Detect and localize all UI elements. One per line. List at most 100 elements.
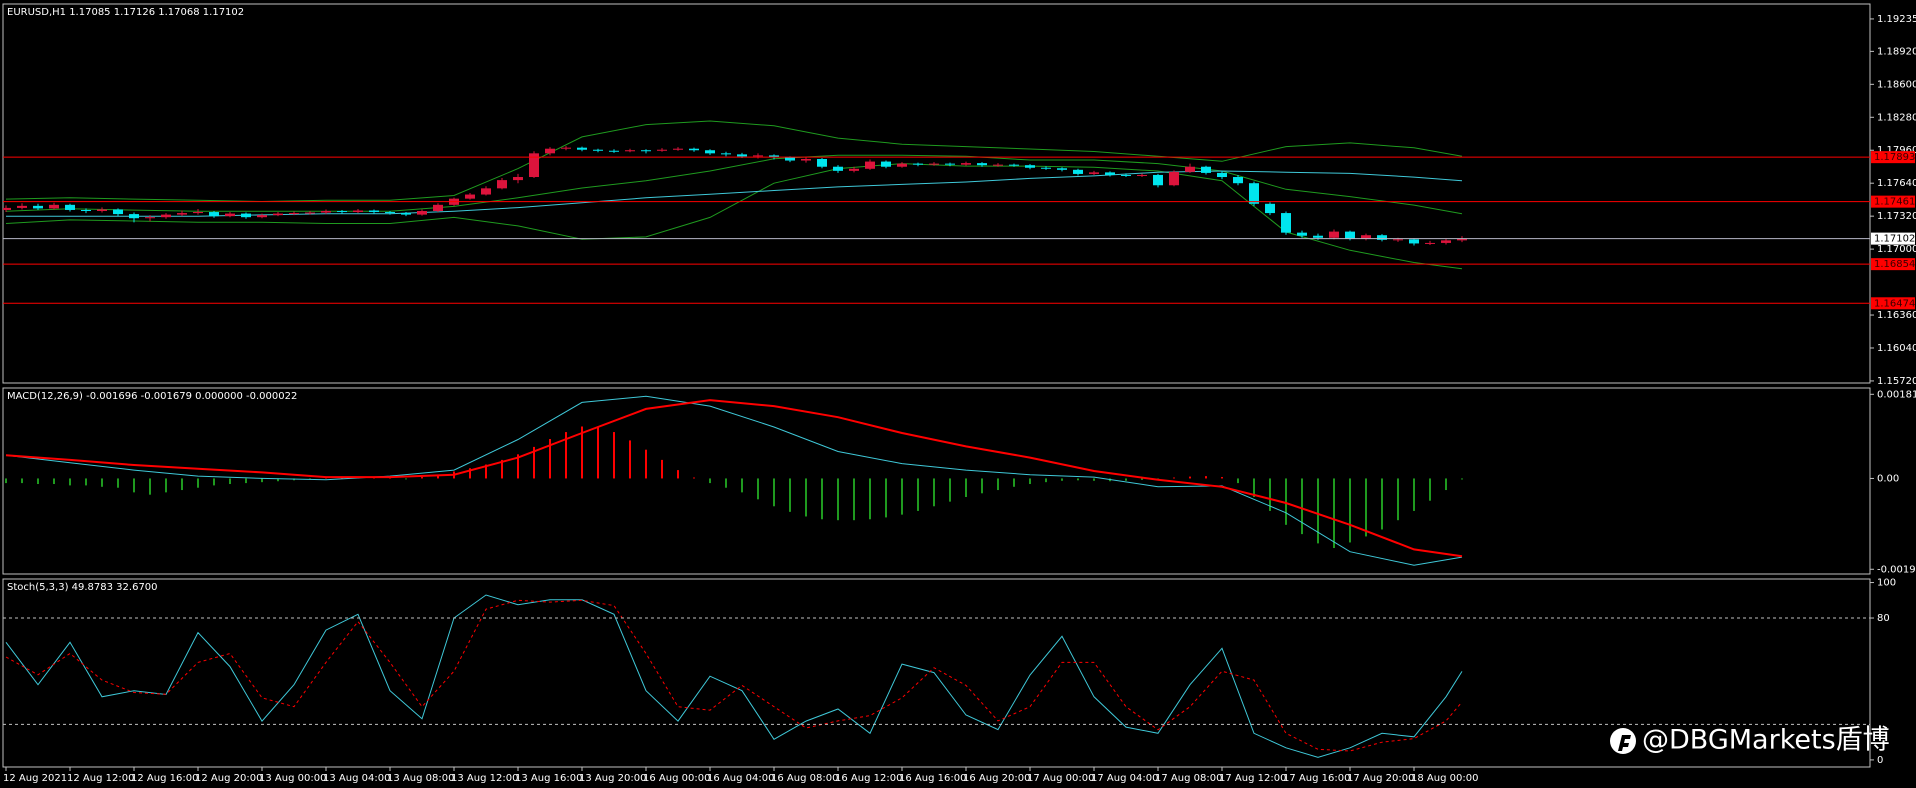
x-tick-label: 13 Aug 00:00 <box>259 773 326 784</box>
histogram-bar <box>1141 478 1143 480</box>
candle-body <box>1137 174 1147 176</box>
y-tick-label: 100 <box>1877 578 1896 589</box>
candle-body <box>1345 231 1355 239</box>
histogram-bar <box>981 478 983 494</box>
histogram-bar <box>277 478 279 482</box>
candle-body <box>1201 166 1211 173</box>
candle-body <box>625 150 635 152</box>
y-tick-label: 1.16040 <box>1877 343 1916 354</box>
histogram-bar <box>677 470 679 479</box>
candle-body <box>1121 174 1131 176</box>
y-tick-label: -0.001958 <box>1877 564 1916 575</box>
indicator-line <box>6 170 1463 217</box>
level-label-box <box>1871 151 1915 164</box>
y-tick-label: 0.00 <box>1877 473 1899 484</box>
candle-body <box>17 205 27 208</box>
candle-body <box>1329 231 1339 238</box>
candle-body <box>177 213 187 215</box>
candle-body <box>65 204 75 210</box>
candle-body <box>913 163 923 165</box>
histogram-bar <box>389 477 391 479</box>
candle-body <box>577 147 587 150</box>
level-label-box <box>1871 195 1915 208</box>
histogram-bar <box>1013 478 1015 487</box>
x-tick-label: 16 Aug 08:00 <box>771 773 838 784</box>
y-tick-label: 1.17320 <box>1877 211 1916 222</box>
candle-body <box>529 153 539 178</box>
x-tick-label: 13 Aug 16:00 <box>515 773 582 784</box>
histogram-bar <box>437 474 439 479</box>
panel-frame <box>2 578 1871 768</box>
candle-body <box>1409 239 1419 244</box>
x-tick-label: 13 Aug 08:00 <box>387 773 454 784</box>
candle-body <box>641 150 651 152</box>
candle-body <box>1041 167 1051 169</box>
histogram-bar <box>597 427 599 479</box>
candle-body <box>1025 165 1035 168</box>
histogram-bar <box>661 459 663 479</box>
candle-body <box>321 211 331 213</box>
candle-body <box>273 213 283 216</box>
x-tick-label: 16 Aug 00:00 <box>643 773 710 784</box>
panel-frame <box>2 3 1871 384</box>
y-tick-label: 0.001814 <box>1877 389 1916 400</box>
candle-body <box>657 149 667 151</box>
candle-body <box>257 215 267 218</box>
histogram-bar <box>917 478 919 511</box>
histogram-bar <box>933 478 935 507</box>
histogram-bar <box>1189 476 1191 479</box>
histogram-bar <box>549 439 551 479</box>
histogram-bar <box>725 478 727 488</box>
histogram-bar <box>1173 477 1175 479</box>
x-tick-label: 13 Aug 12:00 <box>451 773 518 784</box>
candle-body <box>1089 172 1099 174</box>
candle-body <box>145 217 155 219</box>
candle-body <box>49 204 59 209</box>
candle-body <box>1105 172 1115 175</box>
histogram-bar <box>1237 478 1239 484</box>
histogram-bar <box>1093 478 1095 481</box>
histogram-bar <box>533 446 535 479</box>
candle-body <box>209 212 219 217</box>
candle-body <box>737 154 747 157</box>
histogram-bar <box>789 478 791 512</box>
last-price-box <box>1871 232 1915 245</box>
candle-body <box>1425 242 1435 244</box>
watermark-text: @DBGMarkets盾博 <box>1642 725 1890 756</box>
candle-body <box>929 163 939 165</box>
candle-body <box>33 205 43 209</box>
histogram-bar <box>613 432 615 479</box>
panel-title: EURUSD,H1 1.17085 1.17126 1.17068 1.1710… <box>7 7 244 18</box>
candle-body <box>993 164 1003 166</box>
y-tick-label: 1.15720 <box>1877 376 1916 387</box>
last-price-label: 1.17102 <box>1874 234 1915 245</box>
x-tick-label: 17 Aug 20:00 <box>1347 773 1414 784</box>
indicator-line <box>5 163 1463 270</box>
x-tick-label: 17 Aug 12:00 <box>1219 773 1286 784</box>
candle-body <box>1281 213 1291 233</box>
y-tick-label: 1.17640 <box>1877 178 1916 189</box>
y-tick-label: 0 <box>1877 755 1883 766</box>
histogram-bar <box>149 478 151 495</box>
histogram-bar <box>773 478 775 507</box>
candle-body <box>881 161 891 167</box>
histogram-bar <box>53 478 55 485</box>
candle-body <box>1217 172 1227 178</box>
x-tick-label: 16 Aug 16:00 <box>899 773 966 784</box>
x-tick-label: 18 Aug 00:00 <box>1411 773 1478 784</box>
histogram-bar <box>1205 476 1207 479</box>
y-tick-label: 80 <box>1877 613 1890 624</box>
histogram-bar <box>1413 478 1415 511</box>
candle-body <box>3 207 11 210</box>
histogram-bar <box>1365 478 1367 537</box>
histogram-bar <box>213 478 215 486</box>
histogram-bar <box>1381 478 1383 530</box>
watermark-logo-mark <box>1618 735 1631 751</box>
histogram-bar <box>517 454 519 479</box>
plot-area <box>5 395 1463 566</box>
candle-body <box>417 211 427 215</box>
candle-body <box>433 204 443 212</box>
candle-body <box>945 163 955 165</box>
histogram-bar <box>693 477 695 479</box>
